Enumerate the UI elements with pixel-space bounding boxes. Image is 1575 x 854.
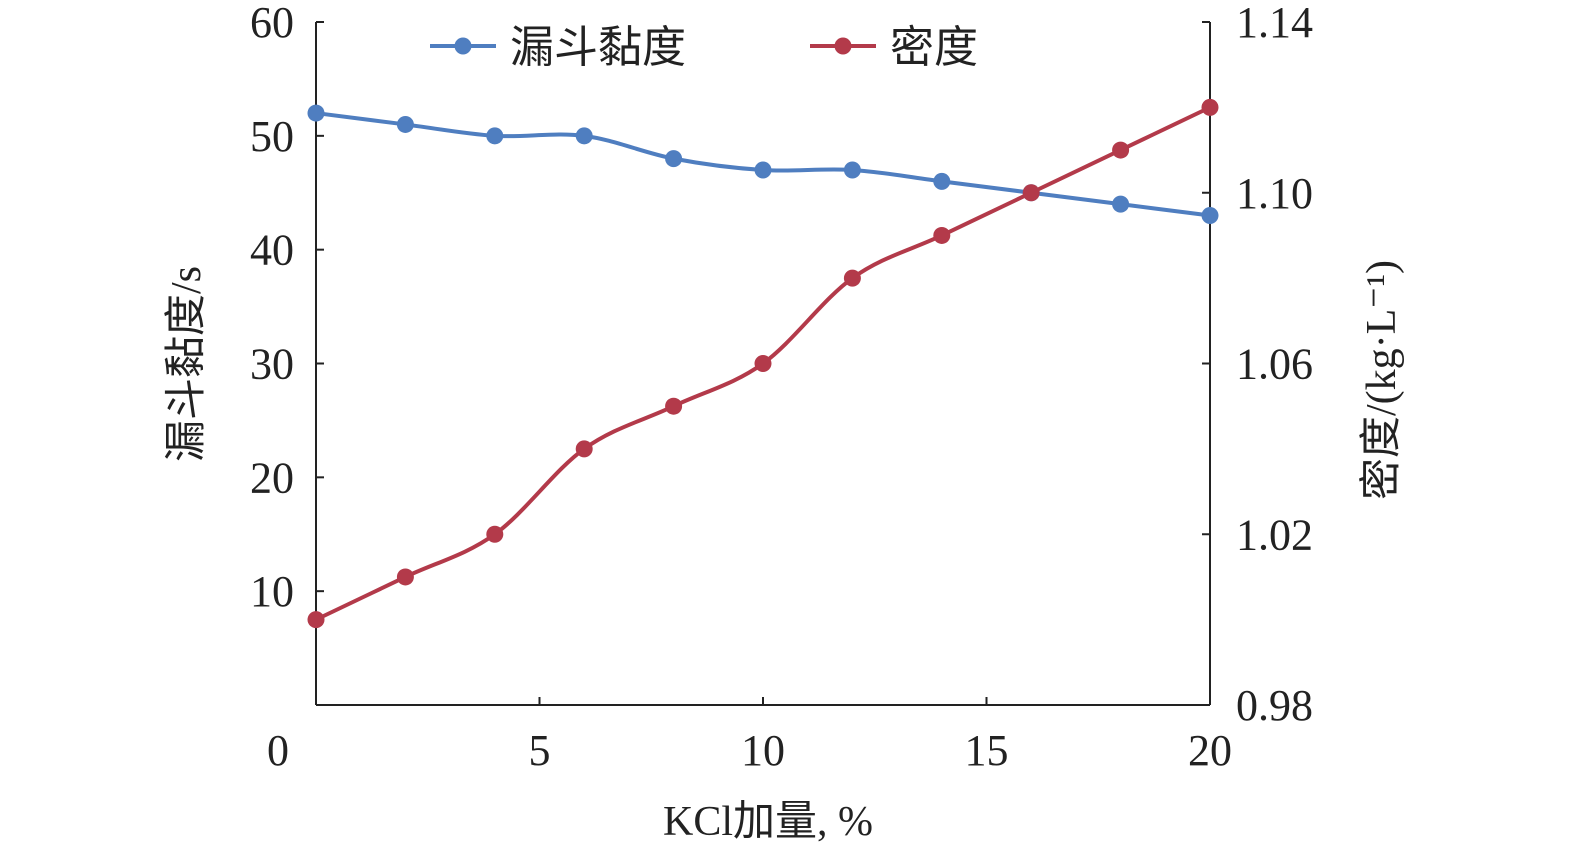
density-point (754, 355, 772, 372)
density-point (1022, 184, 1040, 202)
x-axis-label: KCl加量, % (663, 799, 873, 845)
density-point (396, 568, 414, 586)
y-axis-left-label: 漏斗黏度/s (164, 266, 210, 462)
density-point (665, 397, 683, 415)
y-left-tick-label: 20 (250, 453, 294, 502)
funnel-viscosity-point (1201, 207, 1219, 225)
y-right-tick-label: 1.06 (1236, 340, 1313, 389)
legend-funnel-viscosity-marker (454, 37, 472, 55)
density-point (1112, 141, 1130, 159)
funnel-viscosity-point (575, 127, 593, 145)
x-tick-label: 0 (267, 726, 289, 775)
x-tick-label: 15 (965, 726, 1009, 775)
y-right-tick-label: 1.02 (1236, 510, 1313, 559)
legend-density-label: 密度 (890, 23, 978, 72)
funnel-viscosity-point (754, 161, 772, 179)
density-point (933, 226, 951, 244)
funnel-viscosity-point (486, 127, 504, 145)
y-left-tick-label: 50 (250, 112, 294, 161)
funnel-viscosity-point (1112, 195, 1130, 213)
y-left-tick-label: 10 (250, 567, 294, 616)
funnel-viscosity-point (665, 150, 683, 168)
y-right-tick-label: 1.14 (1236, 0, 1313, 47)
funnel-viscosity-point (307, 104, 325, 122)
y-axis-right-label: 密度/(kg·L⁻¹) (1358, 260, 1405, 500)
legend-funnel-viscosity-label: 漏斗黏度 (510, 23, 686, 72)
density-point (843, 269, 861, 287)
density-point (575, 440, 593, 458)
y-left-tick-label: 40 (250, 226, 294, 275)
density-point (307, 611, 325, 629)
y-right-tick-label: 1.10 (1236, 169, 1313, 218)
density-point (1201, 98, 1219, 116)
x-tick-label: 5 (529, 726, 551, 775)
y-left-tick-label: 30 (250, 340, 294, 389)
y-left-tick-label: 60 (250, 0, 294, 47)
x-tick-label: 10 (741, 726, 785, 775)
y-right-tick-label: 0.98 (1236, 681, 1313, 730)
funnel-viscosity-point (396, 115, 414, 133)
x-tick-label: 20 (1188, 726, 1232, 775)
funnel-viscosity-point (933, 172, 951, 190)
density-point (486, 525, 504, 543)
funnel-viscosity-point (843, 161, 861, 179)
legend-density-marker (834, 37, 852, 55)
